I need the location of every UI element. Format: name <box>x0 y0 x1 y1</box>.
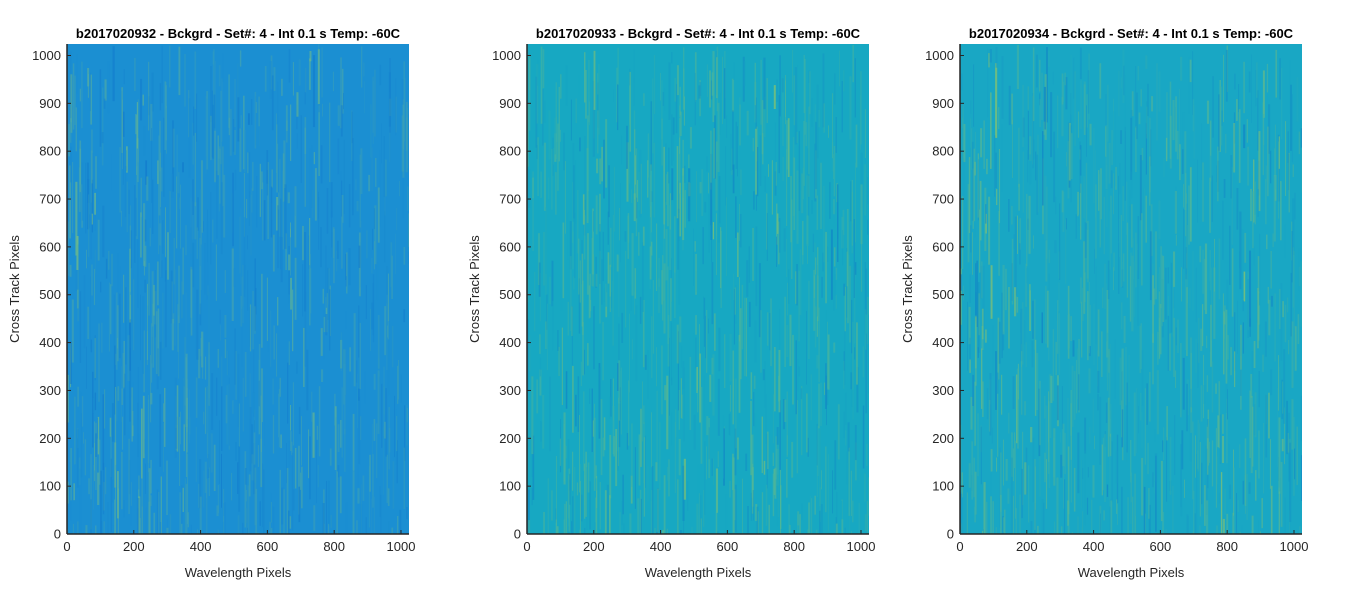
x-tick-label: 0 <box>63 539 70 554</box>
y-tick-label: 0 <box>947 527 954 542</box>
x-tick-label: 0 <box>523 539 530 554</box>
x-tick-label: 200 <box>1016 539 1038 554</box>
y-tick-label: 400 <box>932 335 954 350</box>
y-tick-label: 300 <box>499 383 521 398</box>
y-tick-label: 600 <box>39 239 61 254</box>
x-tick-label: 1000 <box>847 539 876 554</box>
x-tick-label: 400 <box>1083 539 1105 554</box>
y-tick-label: 400 <box>499 335 521 350</box>
y-tick-label: 900 <box>932 96 954 111</box>
y-tick-label: 700 <box>39 192 61 207</box>
subplot-3: 0 200 400 600 800 1000 0 100 200 300 400 500 600 700 8… <box>900 26 1309 580</box>
y-tick-label: 900 <box>499 96 521 111</box>
y-tick-label: 400 <box>39 335 61 350</box>
y-tick-label: 700 <box>932 192 954 207</box>
y-tick-label: 1000 <box>925 48 954 63</box>
y-tick-label: 1000 <box>492 48 521 63</box>
x-axis-label: Wavelength Pixels <box>645 565 752 580</box>
y-tick-label: 100 <box>499 479 521 494</box>
x-tick-label: 1000 <box>387 539 416 554</box>
y-tick-label: 900 <box>39 96 61 111</box>
y-tick-label: 800 <box>932 144 954 159</box>
subplot-1: 0 200 400 600 800 1000 0 100 200 300 400 500 600 700 8… <box>7 26 416 580</box>
x-tick-label: 400 <box>650 539 672 554</box>
x-axis-label: Wavelength Pixels <box>185 565 292 580</box>
y-tick-label: 800 <box>39 144 61 159</box>
y-axis-label: Cross Track Pixels <box>467 235 482 343</box>
y-tick-label: 500 <box>932 287 954 302</box>
y-tick-label: 0 <box>54 527 61 542</box>
heatmap-image <box>527 44 869 534</box>
y-tick-label: 600 <box>499 239 521 254</box>
x-tick-label: 600 <box>257 539 279 554</box>
y-tick-label: 200 <box>499 431 521 446</box>
y-tick-label: 500 <box>499 287 521 302</box>
x-tick-label: 800 <box>323 539 345 554</box>
x-tick-label: 0 <box>956 539 963 554</box>
chart-title: b2017020932 - Bckgrd - Set#: 4 - Int 0.1… <box>76 26 401 41</box>
y-axis-label: Cross Track Pixels <box>900 235 915 343</box>
chart-title: b2017020933 - Bckgrd - Set#: 4 - Int 0.1… <box>536 26 861 41</box>
y-axis-label: Cross Track Pixels <box>7 235 22 343</box>
x-tick-label: 1000 <box>1280 539 1309 554</box>
heatmap-streaks <box>960 44 1302 534</box>
y-tick-label: 300 <box>39 383 61 398</box>
chart-title: b2017020934 - Bckgrd - Set#: 4 - Int 0.1… <box>969 26 1294 41</box>
y-tick-label: 100 <box>932 479 954 494</box>
x-tick-label: 400 <box>190 539 212 554</box>
x-tick-label: 600 <box>717 539 739 554</box>
heatmap-image <box>67 44 409 534</box>
y-tick-label: 300 <box>932 383 954 398</box>
x-tick-label: 200 <box>583 539 605 554</box>
y-tick-label: 200 <box>39 431 61 446</box>
y-tick-label: 700 <box>499 192 521 207</box>
subplot-2: 0 200 400 600 800 1000 0 100 200 300 400 500 600 700 8… <box>467 26 876 580</box>
heatmap-streaks <box>67 44 409 534</box>
x-tick-label: 600 <box>1150 539 1172 554</box>
y-tick-label: 0 <box>514 527 521 542</box>
y-tick-label: 200 <box>932 431 954 446</box>
heatmap-image <box>960 44 1302 534</box>
y-tick-label: 800 <box>499 144 521 159</box>
x-tick-label: 800 <box>783 539 805 554</box>
y-tick-label: 1000 <box>32 48 61 63</box>
y-tick-label: 600 <box>932 239 954 254</box>
x-tick-label: 800 <box>1216 539 1238 554</box>
x-tick-label: 200 <box>123 539 145 554</box>
x-axis-label: Wavelength Pixels <box>1078 565 1185 580</box>
heatmap-streaks <box>527 45 869 534</box>
y-tick-label: 100 <box>39 479 61 494</box>
y-tick-label: 500 <box>39 287 61 302</box>
